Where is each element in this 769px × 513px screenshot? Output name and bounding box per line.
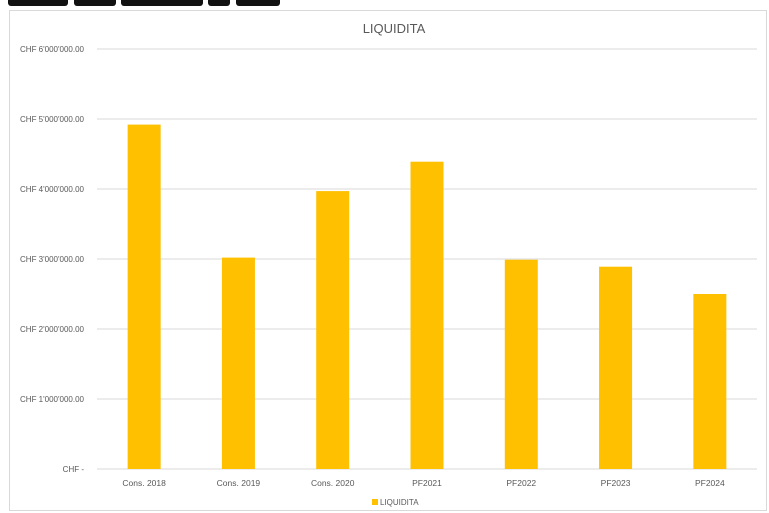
y-tick-label: CHF 3'000'000.00: [20, 255, 85, 264]
x-tick-label: PF2022: [506, 478, 536, 488]
y-tick-label: CHF 6'000'000.00: [20, 45, 85, 54]
bar: [410, 161, 444, 469]
legend-swatch: [372, 499, 378, 505]
y-tick-label: CHF 4'000'000.00: [20, 185, 85, 194]
x-tick-label: Cons. 2020: [311, 478, 355, 488]
chart-title: LIQUIDITA: [363, 21, 426, 36]
bar: [221, 257, 255, 469]
x-tick-label: PF2024: [695, 478, 725, 488]
bar: [599, 266, 633, 469]
bar: [504, 259, 538, 469]
x-tick-label: Cons. 2018: [122, 478, 166, 488]
legend: LIQUIDITA: [372, 498, 419, 507]
y-tick-label: CHF 1'000'000.00: [20, 395, 85, 404]
y-tick-label: CHF 2'000'000.00: [20, 325, 85, 334]
y-tick-label: CHF -: [63, 465, 85, 474]
bar: [316, 191, 350, 469]
cropped-header-text: [0, 0, 769, 10]
x-axis-ticks: Cons. 2018 Cons. 2019 Cons. 2020 PF2021 PF20…: [122, 478, 725, 488]
y-tick-label: CHF 5'000'000.00: [20, 115, 85, 124]
y-axis-ticks: CHF - CHF 1'000'000.00 CHF 2'000'000.00 CHF…: [20, 45, 85, 474]
x-tick-label: Cons. 2019: [217, 478, 261, 488]
legend-label: LIQUIDITA: [380, 498, 419, 507]
x-tick-label: PF2021: [412, 478, 442, 488]
bar: [693, 294, 727, 469]
x-tick-label: PF2023: [601, 478, 631, 488]
bar: [127, 124, 161, 469]
bars: [127, 124, 727, 469]
